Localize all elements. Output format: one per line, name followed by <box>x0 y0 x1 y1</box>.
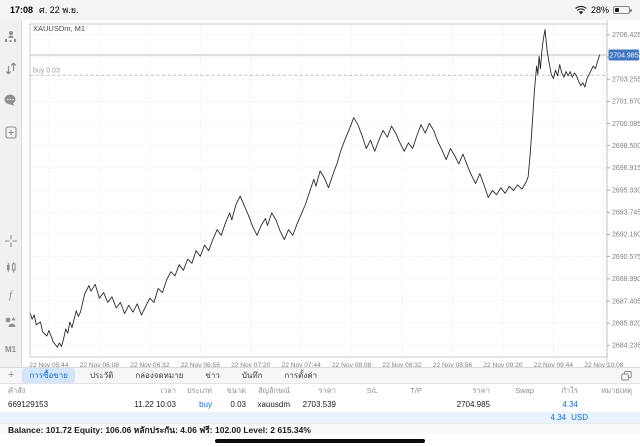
account-summary: Balance: 101.72 Equity: 106.06 หลักประกั… <box>0 423 640 435</box>
svg-text:22 Nov 08:08: 22 Nov 08:08 <box>332 362 372 368</box>
svg-text:22 Nov 10:08: 22 Nov 10:08 <box>584 362 624 368</box>
profit-summary-row: 4.34 USD <box>0 412 640 423</box>
svg-text:2690.575: 2690.575 <box>612 254 640 261</box>
svg-text:2685.820: 2685.820 <box>612 320 640 327</box>
positions-table-header: คำสั่ง เวลา ประเภท ขนาด สัญลักษณ์ ราคา S… <box>0 384 640 397</box>
svg-text:2704.985: 2704.985 <box>609 52 638 59</box>
svg-text:buy 0.03: buy 0.03 <box>33 68 60 75</box>
tab-news[interactable]: ข่าว <box>198 368 226 383</box>
svg-text:2687.405: 2687.405 <box>612 298 640 305</box>
window-layout-icon[interactable] <box>621 370 632 381</box>
total-profit-currency: USD <box>571 413 588 422</box>
svg-text:22 Nov 09:20: 22 Nov 09:20 <box>483 362 523 368</box>
tab-trade[interactable]: การซื้อขาย <box>22 368 75 383</box>
svg-text:2706.425: 2706.425 <box>612 32 640 39</box>
position-time: 11.22 10:03 <box>134 400 176 409</box>
col-time: เวลา <box>160 385 176 395</box>
clock: 17:08 <box>10 5 34 15</box>
svg-text:2700.085: 2700.085 <box>612 121 640 128</box>
svg-text:22 Nov 09:44: 22 Nov 09:44 <box>534 362 574 368</box>
position-order-id: 669129153 <box>8 400 49 409</box>
col-symbol: สัญลักษณ์ <box>257 385 290 395</box>
svg-text:22 Nov 06:56: 22 Nov 06:56 <box>181 362 221 368</box>
chart-type-candles-icon[interactable] <box>3 260 19 276</box>
col-type: ประเภท <box>186 385 212 395</box>
position-current-price: 2704.985 <box>456 400 490 409</box>
svg-text:22 Nov 08:56: 22 Nov 08:56 <box>433 362 473 368</box>
svg-text:2701.670: 2701.670 <box>612 99 640 106</box>
battery-icon <box>613 6 632 14</box>
price-chart[interactable]: buy 0.032706.4252704.8402703.2552701.670… <box>22 20 640 368</box>
col-tp: T/P <box>410 386 422 395</box>
col-price-open: ราคา <box>318 385 336 395</box>
svg-text:22 Nov 06:32: 22 Nov 06:32 <box>130 362 170 368</box>
svg-text:2695.330: 2695.330 <box>612 187 640 194</box>
objects-icon[interactable] <box>3 314 19 330</box>
home-indicator[interactable] <box>215 439 425 443</box>
tab-settings[interactable]: การตั้งค่า <box>278 368 325 383</box>
position-open-price: 2703.539 <box>302 400 336 409</box>
svg-text:22 Nov 08:32: 22 Nov 08:32 <box>382 362 422 368</box>
wifi-icon <box>575 5 587 14</box>
col-swap: Swap <box>515 386 534 395</box>
chat-icon[interactable] <box>3 92 19 108</box>
col-profit: กำไร <box>561 385 578 395</box>
add-tab-button[interactable]: + <box>8 369 15 381</box>
svg-text:22 Nov 05:44: 22 Nov 05:44 <box>29 362 69 368</box>
position-profit: 4.34 <box>562 400 578 409</box>
col-price-current: ราคา <box>472 385 490 395</box>
svg-text:2684.235: 2684.235 <box>612 343 640 350</box>
position-symbol: xauusdm <box>257 400 290 409</box>
timeframe-button[interactable]: M1 <box>3 341 19 357</box>
chart-area[interactable]: buy 0.032706.4252704.8402703.2552701.670… <box>22 20 640 368</box>
tab-history[interactable]: ประวัติ <box>83 368 120 383</box>
position-type: buy <box>199 400 212 409</box>
terminal-tab-bar: + การซื้อขาย ประวัติ กล่องจดหมาย ข่าว บั… <box>0 368 640 384</box>
col-order: คำสั่ง <box>8 385 26 395</box>
svg-text:XAUUSDm, M1: XAUUSDm, M1 <box>33 24 85 33</box>
col-sl: S/L <box>366 386 378 395</box>
col-size: ขนาด <box>226 385 246 395</box>
battery-percent: 28% <box>590 5 609 15</box>
svg-text:2698.500: 2698.500 <box>612 143 640 150</box>
svg-text:22 Nov 06:08: 22 Nov 06:08 <box>80 362 120 368</box>
col-comment: หมายเหตุ <box>601 385 632 395</box>
tab-mailbox[interactable]: กล่องจดหมาย <box>128 368 190 383</box>
svg-text:2693.745: 2693.745 <box>612 210 640 217</box>
trade-arrows-icon[interactable] <box>3 60 19 76</box>
svg-text:2688.990: 2688.990 <box>612 276 640 283</box>
svg-text:2696.915: 2696.915 <box>612 165 640 172</box>
total-profit: 4.34 <box>550 413 567 422</box>
traders-icon[interactable] <box>3 28 19 44</box>
ios-status-bar: 17:08 ศ. 22 พ.ย. 28% <box>0 0 640 20</box>
svg-text:22 Nov 07:44: 22 Nov 07:44 <box>282 362 322 368</box>
timeframe-label: M1 <box>4 344 17 354</box>
svg-text:2703.255: 2703.255 <box>612 76 640 83</box>
account-summary-text: Balance: 101.72 Equity: 106.06 หลักประกั… <box>8 424 311 435</box>
chart-toolbar: f M1 <box>0 20 22 367</box>
position-row[interactable]: 669129153 11.22 10:03 buy 0.03 xauusdm 2… <box>0 397 640 412</box>
position-size: 0.03 <box>230 400 246 409</box>
indicators-icon[interactable]: f <box>3 287 19 303</box>
terminal-panel: + การซื้อขาย ประวัติ กล่องจดหมาย ข่าว บั… <box>0 367 640 447</box>
svg-text:22 Nov 07:20: 22 Nov 07:20 <box>231 362 271 368</box>
svg-text:2692.160: 2692.160 <box>612 232 640 239</box>
tab-journal[interactable]: บันทึก <box>235 368 270 383</box>
date: ศ. 22 พ.ย. <box>39 5 79 15</box>
crosshair-icon[interactable] <box>3 233 19 249</box>
new-order-icon[interactable] <box>3 124 19 140</box>
